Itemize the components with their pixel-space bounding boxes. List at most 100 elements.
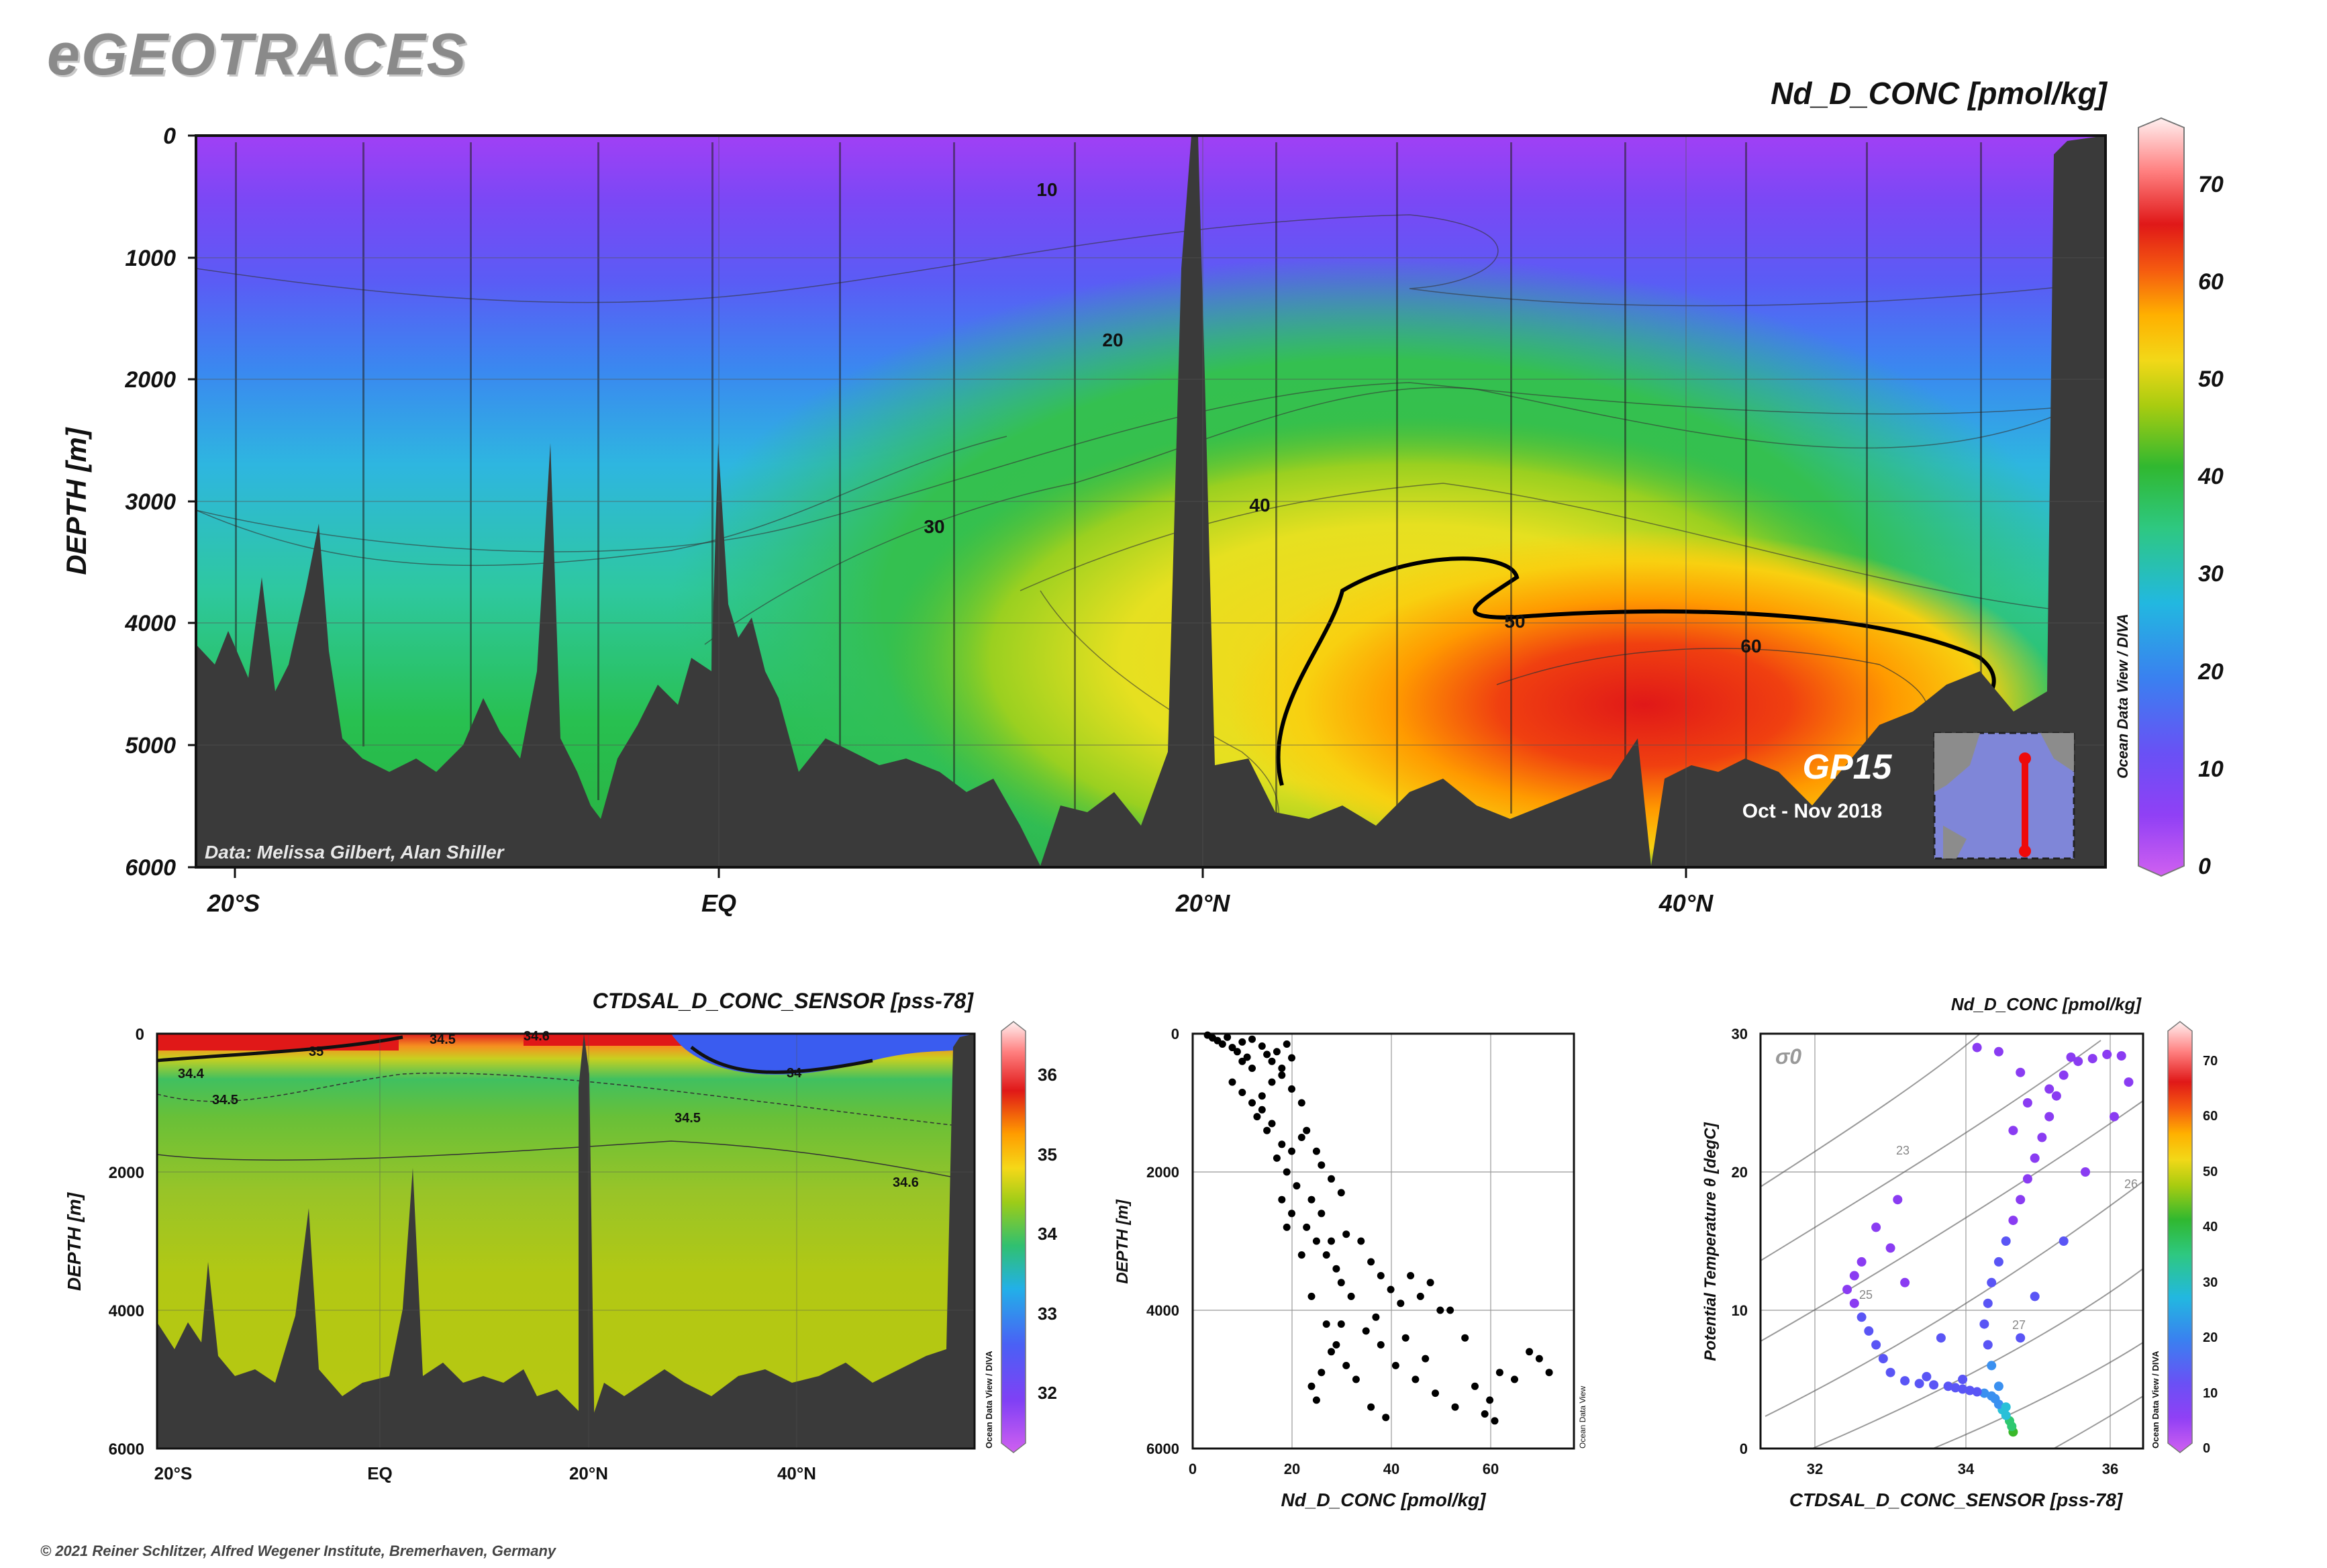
- main-xtick: EQ: [701, 889, 736, 917]
- ts-watermark: Ocean Data View / DIVA: [2150, 1351, 2161, 1449]
- profile-point: [1511, 1375, 1518, 1383]
- ts-point: [2124, 1077, 2134, 1087]
- main-ytick: 5000: [125, 733, 176, 758]
- profile-point: [1233, 1048, 1241, 1056]
- main-ytick: 6000: [125, 855, 176, 881]
- profile-point: [1278, 1140, 1286, 1148]
- cruise-period: Oct - Nov 2018: [1742, 800, 1882, 822]
- ts-point: [1965, 1385, 1975, 1395]
- profile-point: [1481, 1410, 1489, 1418]
- ts-point: [1842, 1285, 1852, 1295]
- profile-point: [1347, 1292, 1355, 1300]
- isopycnal-label: 23: [1896, 1144, 1910, 1157]
- profile-point: [1372, 1313, 1380, 1321]
- ts-point: [1871, 1340, 1881, 1350]
- ts-point: [1979, 1319, 1989, 1329]
- profile-ytick: 6000: [1146, 1440, 1179, 1457]
- profile-point: [1337, 1320, 1345, 1328]
- profile-point: [1412, 1375, 1420, 1383]
- profile-point: [1342, 1361, 1350, 1369]
- contour-label: 60: [1740, 636, 1761, 656]
- sal-ytick: 6000: [109, 1440, 144, 1459]
- main-ylabel: DEPTH [m]: [60, 426, 92, 575]
- ts-point: [1993, 1257, 2003, 1267]
- sal-xtick: 20°S: [154, 1463, 193, 1483]
- profile-point: [1288, 1210, 1295, 1218]
- profile-point: [1332, 1265, 1340, 1273]
- ts-point: [2008, 1216, 2018, 1226]
- sal-contour-label: 34.4: [178, 1067, 205, 1081]
- main-xtick: 20°N: [1175, 889, 1230, 917]
- profile-xtick: 40: [1383, 1461, 1399, 1477]
- profile-point: [1342, 1230, 1350, 1238]
- sal-colorbar-tick: 34: [1038, 1224, 1057, 1244]
- contour-label: 40: [1249, 495, 1270, 516]
- main-colorbar-tick: 30: [2198, 561, 2224, 587]
- main-colorbar: [2138, 117, 2185, 877]
- ts-point: [1983, 1340, 1993, 1350]
- ts-point: [2030, 1291, 2040, 1302]
- ts-colorbar-tick: 0: [2203, 1441, 2210, 1456]
- profile-ytick: 0: [1171, 1026, 1179, 1042]
- profile-point: [1318, 1210, 1326, 1218]
- ts-colorbar-tick: 60: [2203, 1109, 2218, 1124]
- profile-point: [1258, 1106, 1266, 1114]
- profile-point: [1318, 1161, 1326, 1169]
- profile-point: [1422, 1355, 1430, 1363]
- profile-point: [1263, 1126, 1271, 1134]
- main-xtick: 20°S: [207, 889, 260, 917]
- profile-point: [1228, 1078, 1236, 1086]
- ts-point: [1958, 1384, 1968, 1394]
- profile-point: [1526, 1348, 1534, 1356]
- ts-ytick: 10: [1732, 1302, 1748, 1319]
- profile-watermark: Ocean Data View: [1578, 1386, 1587, 1449]
- ts-ylabel: Potential Temperature θ [degC]: [1701, 1122, 1720, 1361]
- profile-point: [1288, 1054, 1295, 1062]
- profile-point: [1307, 1292, 1316, 1300]
- profile-point: [1391, 1361, 1399, 1369]
- profile-point: [1297, 1099, 1305, 1107]
- ts-point: [1914, 1379, 1924, 1389]
- sal-ytick: 2000: [109, 1164, 144, 1182]
- profile-point: [1243, 1053, 1251, 1061]
- sal-title: CTDSAL_D_CONC_SENSOR [pss-78]: [593, 989, 975, 1013]
- profile-point: [1367, 1258, 1375, 1266]
- ts-point: [1972, 1042, 1982, 1052]
- profile-point: [1332, 1341, 1340, 1349]
- ts-colorbar: [2167, 1021, 2193, 1453]
- profile-point: [1258, 1092, 1266, 1100]
- ts-colorbar-tick: 70: [2203, 1054, 2218, 1069]
- ts-point: [2087, 1054, 2097, 1064]
- ts-ytick: 20: [1732, 1164, 1748, 1181]
- profile-ytick: 2000: [1146, 1164, 1179, 1181]
- profile-point: [1278, 1065, 1286, 1072]
- ts-point: [2037, 1132, 2047, 1142]
- profile-point: [1278, 1195, 1286, 1204]
- ts-point: [2110, 1112, 2119, 1122]
- contour-label: 20: [1102, 330, 1123, 350]
- main-ytick: 1000: [125, 246, 176, 271]
- ts-colorbar-tick: 10: [2203, 1386, 2218, 1401]
- ts-point: [1936, 1333, 1946, 1343]
- main-ytick: 0: [163, 124, 176, 149]
- profile-point: [1416, 1292, 1424, 1300]
- ts-point: [1893, 1195, 1903, 1205]
- main-colorbar-tick: 10: [2198, 756, 2224, 782]
- sigma-label: σ0: [1775, 1044, 1801, 1069]
- profile-point: [1303, 1223, 1311, 1231]
- ts-point: [1993, 1046, 2003, 1057]
- sal-contour-label: 34.6: [893, 1175, 919, 1190]
- profile-point: [1328, 1237, 1335, 1245]
- profile-point: [1273, 1048, 1281, 1056]
- profile-point: [1471, 1382, 1479, 1390]
- profile-point: [1312, 1237, 1320, 1245]
- profile-point: [1248, 1065, 1256, 1072]
- sal-xtick: 20°N: [569, 1463, 608, 1483]
- ts-point: [2044, 1112, 2054, 1122]
- ts-xtick: 34: [1958, 1461, 1975, 1477]
- ts-point: [1856, 1312, 1867, 1322]
- profile-point: [1307, 1382, 1316, 1390]
- profile-xtick: 0: [1189, 1461, 1197, 1477]
- main-xtick: 40°N: [1658, 889, 1714, 917]
